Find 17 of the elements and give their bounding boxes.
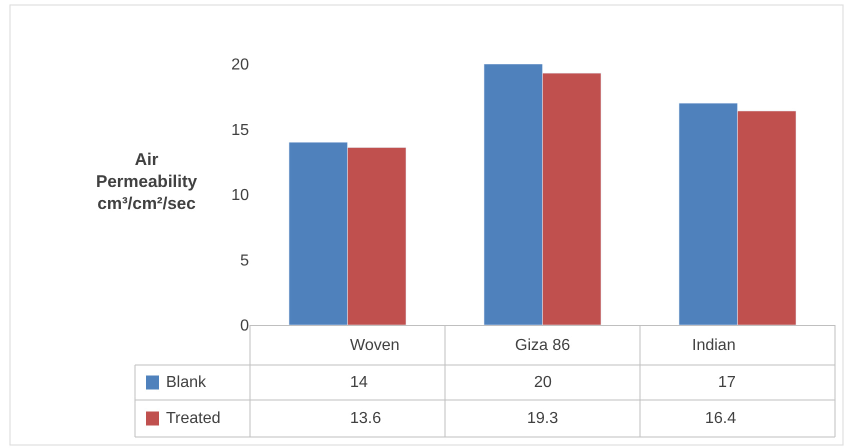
y-tick-label: 5: [240, 252, 250, 270]
x-tick-label: Woven: [350, 337, 400, 354]
data-label: 17: [718, 374, 736, 391]
data-label: 14: [350, 374, 368, 391]
data-label: 16.4: [705, 410, 736, 427]
data-label: 19.3: [527, 410, 558, 427]
x-tick-label: Giza 86: [515, 337, 570, 354]
y-tick-label: 20: [231, 56, 250, 74]
data-label: 13.6: [350, 410, 382, 427]
x-tick-label: Indian: [692, 337, 736, 354]
data-label: 20: [534, 374, 552, 391]
y-axis-title: Air Permeability cm³/cm²/sec: [96, 150, 198, 214]
y-tick-label: 15: [231, 122, 250, 139]
y-tick-label: 0: [240, 318, 250, 335]
y-tick-label: 10: [231, 187, 250, 204]
legend-label: Treated: [166, 410, 221, 427]
legend-label: Blank: [166, 374, 208, 391]
